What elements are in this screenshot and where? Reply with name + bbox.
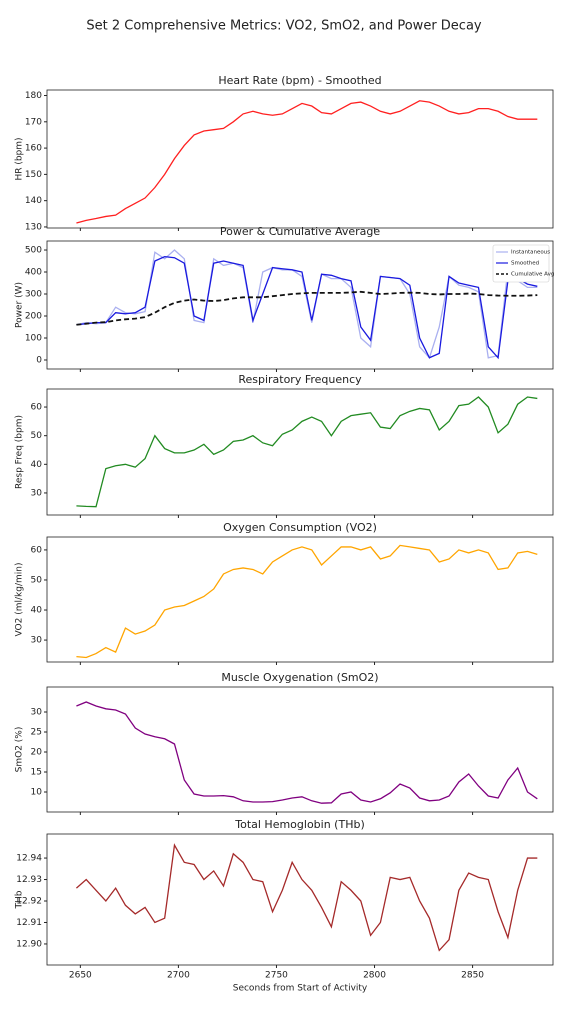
y-tick-label: 30	[31, 636, 43, 646]
series-line	[76, 249, 538, 360]
y-tick-label: 200	[25, 311, 42, 321]
y-tick-label: 40	[31, 606, 43, 616]
series-line	[76, 701, 538, 804]
panel-title: Muscle Oxygenation (SmO2)	[221, 671, 378, 684]
y-tick-label: 30	[31, 488, 43, 498]
plot-frame	[46, 89, 554, 229]
panel-title: Power & Cumulative Average	[220, 225, 381, 238]
y-tick-label: 50	[31, 431, 43, 441]
y-axis-label: VO2 (ml/kg/min)	[15, 563, 25, 637]
y-tick-label: 130	[25, 222, 42, 232]
panel-title: Total Hemoglobin (THb)	[234, 818, 365, 831]
y-tick-label: 25	[31, 728, 42, 738]
y-tick-label: 40	[31, 460, 43, 470]
series-line	[76, 100, 538, 224]
x-tick-label: 2700	[167, 971, 190, 981]
y-tick-label: 150	[25, 170, 42, 180]
y-tick-label: 100	[25, 333, 42, 343]
legend-label: Cumulative Avg	[511, 272, 554, 278]
series-line	[76, 396, 538, 508]
series-line	[76, 255, 538, 360]
y-axis-label: THb	[15, 890, 25, 909]
y-axis-label: SmO2 (%)	[15, 727, 25, 773]
x-tick-label: 2650	[69, 971, 92, 981]
plot-frame	[46, 388, 554, 516]
series-line	[76, 290, 538, 326]
panel-title: Heart Rate (bpm) - Smoothed	[218, 74, 381, 87]
y-axis-label: Resp Freq (bpm)	[15, 415, 25, 489]
y-tick-label: 12.94	[16, 854, 42, 864]
y-tick-label: 180	[25, 91, 42, 101]
plot-frame	[46, 686, 554, 813]
plot-frame	[46, 833, 554, 966]
figure-title: Set 2 Comprehensive Metrics: VO2, SmO2, …	[86, 19, 482, 34]
y-tick-label: 160	[25, 144, 42, 154]
y-axis-label: HR (bpm)	[15, 137, 25, 180]
y-tick-label: 12.90	[16, 939, 42, 949]
series-line	[76, 544, 538, 659]
panel-title: Respiratory Frequency	[238, 373, 362, 386]
legend-label: Instantaneous	[511, 250, 550, 256]
plot-frame	[46, 240, 554, 370]
y-tick-label: 300	[25, 290, 42, 300]
y-tick-label: 400	[25, 268, 42, 278]
y-tick-label: 12.92	[16, 897, 42, 907]
y-tick-label: 12.93	[16, 875, 42, 885]
x-tick-label: 2750	[265, 971, 288, 981]
y-tick-label: 15	[31, 768, 42, 778]
series-line	[75, 843, 538, 952]
plot-frame	[46, 536, 554, 663]
x-axis-label: Seconds from Start of Activity	[233, 984, 368, 994]
y-tick-label: 60	[31, 545, 43, 555]
legend-label: Smoothed	[511, 261, 539, 267]
y-tick-label: 10	[31, 788, 43, 798]
y-tick-label: 30	[31, 708, 43, 718]
y-tick-label: 500	[25, 246, 42, 256]
y-tick-label: 170	[25, 117, 42, 127]
y-tick-label: 0	[36, 355, 42, 365]
x-tick-label: 2800	[363, 971, 386, 981]
y-axis-label: Power (W)	[15, 282, 25, 328]
y-tick-label: 60	[31, 403, 43, 413]
panel-title: Oxygen Consumption (VO2)	[223, 521, 377, 534]
y-tick-label: 140	[25, 196, 42, 206]
x-tick-label: 2850	[461, 971, 484, 981]
legend-box	[492, 244, 550, 283]
y-tick-label: 20	[31, 748, 43, 758]
y-tick-label: 50	[31, 575, 43, 585]
y-tick-label: 12.91	[16, 918, 42, 928]
